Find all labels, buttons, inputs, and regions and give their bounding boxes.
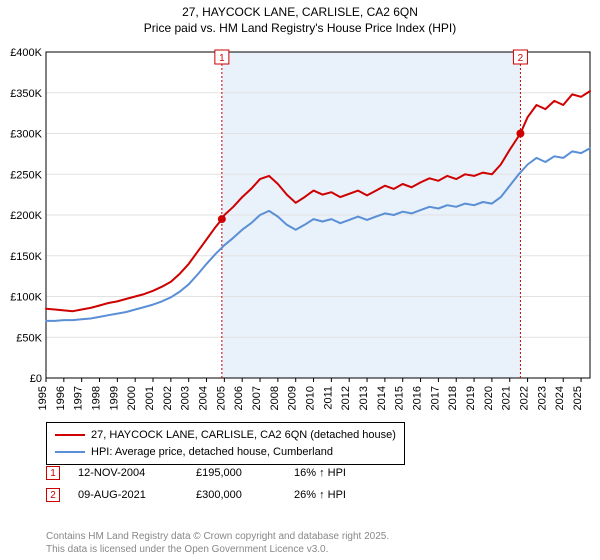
svg-text:2021: 2021 <box>501 386 513 410</box>
footer-attribution: Contains HM Land Registry data © Crown c… <box>46 530 389 556</box>
svg-text:£150K: £150K <box>10 251 42 263</box>
svg-text:£400K: £400K <box>10 47 42 59</box>
svg-text:2009: 2009 <box>287 386 299 410</box>
svg-text:£50K: £50K <box>16 332 42 344</box>
legend-item: HPI: Average price, detached house, Cumb… <box>55 444 396 461</box>
transaction-badge: 2 <box>46 488 60 502</box>
svg-text:2000: 2000 <box>126 386 138 410</box>
svg-text:2014: 2014 <box>376 386 388 410</box>
title-line-2: Price paid vs. HM Land Registry's House … <box>0 20 600 36</box>
svg-text:2006: 2006 <box>233 386 245 410</box>
legend-item: 27, HAYCOCK LANE, CARLISLE, CA2 6QN (det… <box>55 427 396 444</box>
chart-title-block: 27, HAYCOCK LANE, CARLISLE, CA2 6QN Pric… <box>0 0 600 36</box>
footer-line: This data is licensed under the Open Gov… <box>46 543 389 556</box>
svg-text:£300K: £300K <box>10 129 42 141</box>
svg-text:2023: 2023 <box>536 386 548 410</box>
transaction-badge: 1 <box>46 466 60 480</box>
svg-text:1998: 1998 <box>91 386 103 410</box>
svg-text:2: 2 <box>518 53 524 64</box>
svg-text:2011: 2011 <box>322 386 334 410</box>
svg-text:2007: 2007 <box>251 386 263 410</box>
legend: 27, HAYCOCK LANE, CARLISLE, CA2 6QN (det… <box>46 422 405 465</box>
svg-text:1995: 1995 <box>37 386 49 410</box>
svg-text:2020: 2020 <box>483 386 495 410</box>
footer-line: Contains HM Land Registry data © Crown c… <box>46 530 389 543</box>
svg-text:2004: 2004 <box>198 386 210 410</box>
svg-text:£0: £0 <box>30 373 42 385</box>
table-row: 2 09-AUG-2021 £300,000 26% ↑ HPI <box>46 488 384 502</box>
line-chart: £0 £50K £100K £150K £200K £250K £300K £350K £400… <box>0 46 600 416</box>
title-line-1: 27, HAYCOCK LANE, CARLISLE, CA2 6QN <box>0 4 600 20</box>
svg-text:2010: 2010 <box>305 386 317 410</box>
svg-text:2003: 2003 <box>180 386 192 410</box>
transaction-date: 12-NOV-2004 <box>78 467 178 479</box>
svg-text:2001: 2001 <box>144 386 156 410</box>
svg-text:2017: 2017 <box>429 386 441 410</box>
svg-text:2005: 2005 <box>215 386 227 410</box>
svg-text:2025: 2025 <box>572 386 584 410</box>
svg-text:2022: 2022 <box>519 386 531 410</box>
chart-svg: £0 £50K £100K £150K £200K £250K £300K £350K £400… <box>0 46 600 416</box>
svg-text:2002: 2002 <box>162 386 174 410</box>
svg-text:£200K: £200K <box>10 210 42 222</box>
svg-text:1999: 1999 <box>108 386 120 410</box>
svg-text:2018: 2018 <box>447 386 459 410</box>
svg-text:2015: 2015 <box>394 386 406 410</box>
svg-text:£350K: £350K <box>10 88 42 100</box>
transaction-price: £195,000 <box>196 467 276 479</box>
svg-text:2016: 2016 <box>412 386 424 410</box>
transaction-date: 09-AUG-2021 <box>78 489 178 501</box>
svg-text:2012: 2012 <box>340 386 352 410</box>
transaction-price: £300,000 <box>196 489 276 501</box>
svg-text:£100K: £100K <box>10 292 42 304</box>
table-row: 1 12-NOV-2004 £195,000 16% ↑ HPI <box>46 466 384 480</box>
transactions-table: 1 12-NOV-2004 £195,000 16% ↑ HPI 2 09-AU… <box>46 466 384 510</box>
svg-text:2008: 2008 <box>269 386 281 410</box>
transaction-pct: 16% ↑ HPI <box>294 467 384 479</box>
svg-text:2024: 2024 <box>554 386 566 410</box>
legend-label: 27, HAYCOCK LANE, CARLISLE, CA2 6QN (det… <box>91 427 396 444</box>
transaction-pct: 26% ↑ HPI <box>294 489 384 501</box>
svg-text:2013: 2013 <box>358 386 370 410</box>
svg-text:2019: 2019 <box>465 386 477 410</box>
legend-swatch <box>55 434 85 436</box>
svg-text:1996: 1996 <box>55 386 67 410</box>
svg-text:1: 1 <box>219 53 225 64</box>
legend-swatch <box>55 451 85 453</box>
svg-text:£250K: £250K <box>10 169 42 181</box>
svg-text:1997: 1997 <box>73 386 85 410</box>
legend-label: HPI: Average price, detached house, Cumb… <box>91 444 333 461</box>
